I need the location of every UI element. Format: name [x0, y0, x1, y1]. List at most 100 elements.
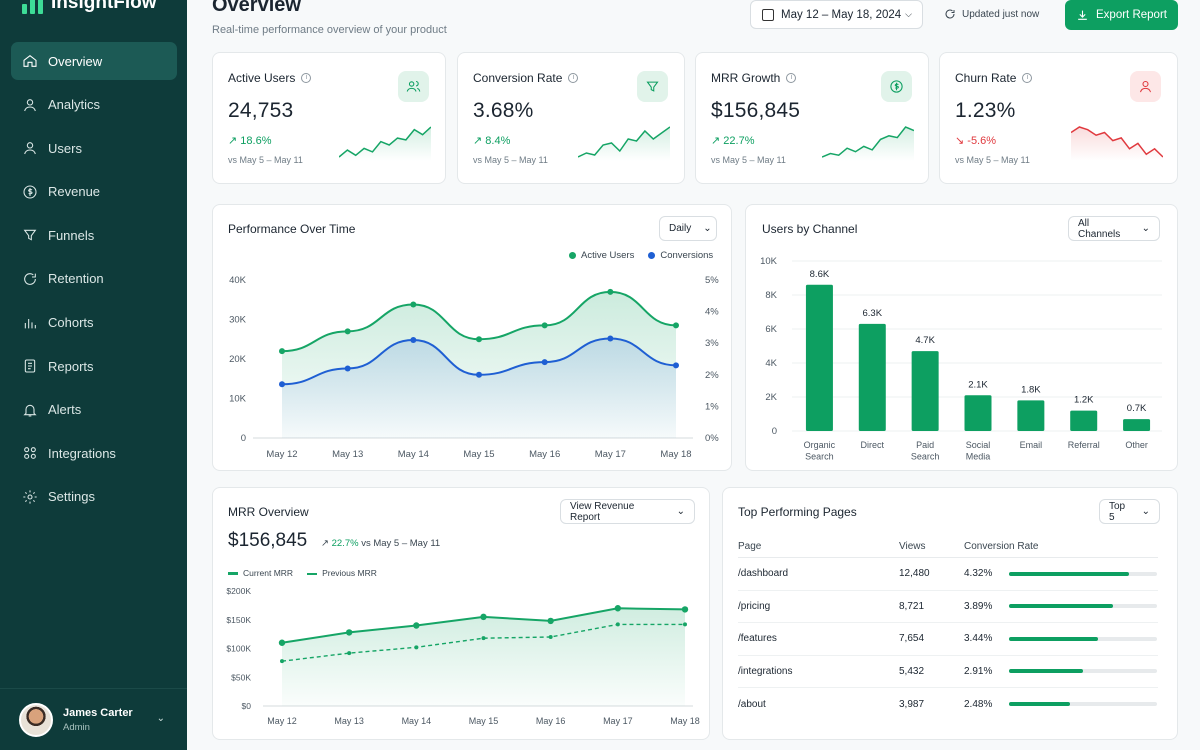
- period-select[interactable]: Daily ⌄: [659, 216, 717, 241]
- page-conversion-rate: 4.32%: [964, 568, 993, 580]
- export-report-button[interactable]: Export Report: [1065, 0, 1178, 30]
- conversions-point[interactable]: [344, 365, 351, 372]
- active-users-point[interactable]: [410, 301, 417, 308]
- previous-mrr-point[interactable]: [683, 622, 687, 627]
- sidebar-item-analytics[interactable]: Analytics: [11, 86, 177, 124]
- channel-bar[interactable]: [1123, 419, 1151, 431]
- previous-mrr-point[interactable]: [548, 635, 553, 639]
- sidebar-item-revenue[interactable]: Revenue: [11, 173, 177, 211]
- arrow-up-right-icon: ↗: [228, 135, 238, 147]
- mrr-delta: ↗ 22.7% vs May 5 – May 11: [321, 538, 441, 549]
- active-users-point[interactable]: [279, 348, 285, 355]
- current-mrr-point[interactable]: [480, 613, 487, 621]
- active-users-point[interactable]: [344, 328, 351, 335]
- sidebar-nav: Overview Analytics Users Revenue Funnels…: [11, 42, 177, 522]
- info-icon[interactable]: i: [301, 73, 312, 83]
- current-mrr-point[interactable]: [345, 629, 353, 636]
- y-right-tick: 0%: [705, 433, 719, 444]
- page-views: 3,987: [899, 698, 925, 710]
- kpi-compare: vs May 5 – May 11: [955, 155, 1030, 165]
- previous-mrr-point[interactable]: [615, 622, 620, 627]
- conversions-point[interactable]: [476, 371, 482, 378]
- user-name: James Carter: [63, 706, 133, 719]
- sidebar-item-retention[interactable]: Retention: [11, 260, 177, 298]
- kpi-title: Active Users i: [228, 71, 312, 85]
- page-path[interactable]: /dashboard: [738, 568, 789, 580]
- sidebar-item-settings[interactable]: Settings: [11, 478, 177, 516]
- top-pages-title: Top Performing Pages: [738, 505, 857, 519]
- conversions-point[interactable]: [410, 337, 417, 344]
- sidebar-item-alerts[interactable]: Alerts: [11, 391, 177, 429]
- y-left-tick: 30K: [229, 315, 247, 326]
- legend-current-mrr: Current MRR: [228, 568, 293, 578]
- active-users-point[interactable]: [541, 322, 548, 329]
- active-users-point[interactable]: [673, 322, 679, 329]
- sidebar-item-integrations[interactable]: Integrations: [11, 434, 177, 472]
- page-path[interactable]: /features: [738, 633, 777, 645]
- conversions-point[interactable]: [279, 381, 285, 388]
- page-path[interactable]: /pricing: [738, 600, 771, 612]
- calendar-icon: [762, 8, 774, 21]
- logo-icon: [22, 0, 43, 14]
- table-row[interactable]: /dashboard 12,480 4.32%: [738, 558, 1158, 591]
- info-icon[interactable]: i: [1022, 73, 1033, 83]
- previous-mrr-point[interactable]: [481, 636, 486, 641]
- conversion-bar-fill: [1009, 571, 1129, 576]
- sidebar-item-funnels[interactable]: Funnels: [11, 216, 177, 254]
- sidebar-item-users[interactable]: Users: [11, 129, 177, 167]
- top-pages-filter[interactable]: Top 5 ⌄: [1099, 499, 1160, 524]
- page-conversion-rate: 3.89%: [964, 600, 993, 612]
- channel-bar[interactable]: [1070, 410, 1098, 431]
- category-label: Direct: [861, 440, 885, 450]
- page-conversion-rate: 2.91%: [964, 665, 993, 677]
- kpi-sparkline: [822, 126, 914, 161]
- channel-bar[interactable]: [964, 395, 992, 431]
- previous-mrr-point[interactable]: [414, 645, 419, 650]
- info-icon[interactable]: i: [568, 73, 579, 83]
- conversions-point[interactable]: [541, 359, 548, 366]
- refresh-status[interactable]: Updated just now: [944, 8, 1039, 20]
- current-mrr-point[interactable]: [413, 622, 420, 629]
- info-icon[interactable]: i: [786, 73, 797, 83]
- active-users-point[interactable]: [476, 336, 482, 343]
- active-users-point[interactable]: [607, 288, 614, 295]
- date-range-picker[interactable]: May 12 – May 18, 2024 ⌵: [750, 0, 923, 29]
- bar-value-label: 4.7K: [915, 335, 935, 346]
- current-mrr-point[interactable]: [278, 639, 286, 646]
- mrr-card: MRR Overview View Revenue Report ⌄ $156,8…: [212, 487, 710, 740]
- previous-mrr-point[interactable]: [280, 659, 284, 664]
- view-revenue-report-button[interactable]: View Revenue Report ⌄: [560, 499, 695, 524]
- table-row[interactable]: /features 7,654 3.44%: [738, 623, 1158, 656]
- table-row[interactable]: /about 3,987 2.48%: [738, 688, 1158, 721]
- chevron-down-icon: ⌄: [1141, 506, 1150, 517]
- channel-filter-label: All Channels: [1078, 217, 1121, 240]
- conversion-bar-fill: [1009, 636, 1098, 641]
- conversion-bar: [1009, 702, 1157, 707]
- page-path[interactable]: /about: [738, 698, 766, 710]
- page-path[interactable]: /integrations: [738, 665, 793, 677]
- channel-bar[interactable]: [858, 323, 886, 431]
- current-mrr-point[interactable]: [681, 606, 689, 613]
- previous-mrr-point[interactable]: [347, 651, 352, 656]
- table-row[interactable]: /pricing 8,721 3.89%: [738, 591, 1158, 623]
- sidebar-item-reports[interactable]: Reports: [11, 347, 177, 385]
- sidebar-item-cohorts[interactable]: Cohorts: [11, 304, 177, 342]
- current-mrr-point[interactable]: [614, 605, 622, 612]
- conversions-point[interactable]: [673, 362, 679, 369]
- channel-filter[interactable]: All Channels ⌄: [1068, 216, 1160, 241]
- y-tick: $100K: [226, 644, 251, 654]
- funnel-icon: [637, 71, 668, 102]
- kpi-value: $156,845: [711, 99, 801, 122]
- channel-bar[interactable]: [1017, 400, 1045, 431]
- arrow-down-right-icon: ↘: [955, 135, 965, 147]
- sidebar-item-overview[interactable]: Overview: [11, 42, 177, 80]
- table-row[interactable]: /integrations 5,432 2.91%: [738, 656, 1158, 688]
- current-mrr-point[interactable]: [547, 617, 554, 625]
- y-tick: 4K: [765, 358, 777, 369]
- channel-bar[interactable]: [911, 351, 939, 431]
- user-profile[interactable]: James Carter Admin ⌄: [0, 688, 187, 750]
- conversions-point[interactable]: [607, 335, 614, 342]
- chevron-down-icon[interactable]: ⌄: [156, 713, 165, 724]
- channel-bar[interactable]: [805, 284, 833, 431]
- brand[interactable]: InsightFlow: [22, 0, 157, 14]
